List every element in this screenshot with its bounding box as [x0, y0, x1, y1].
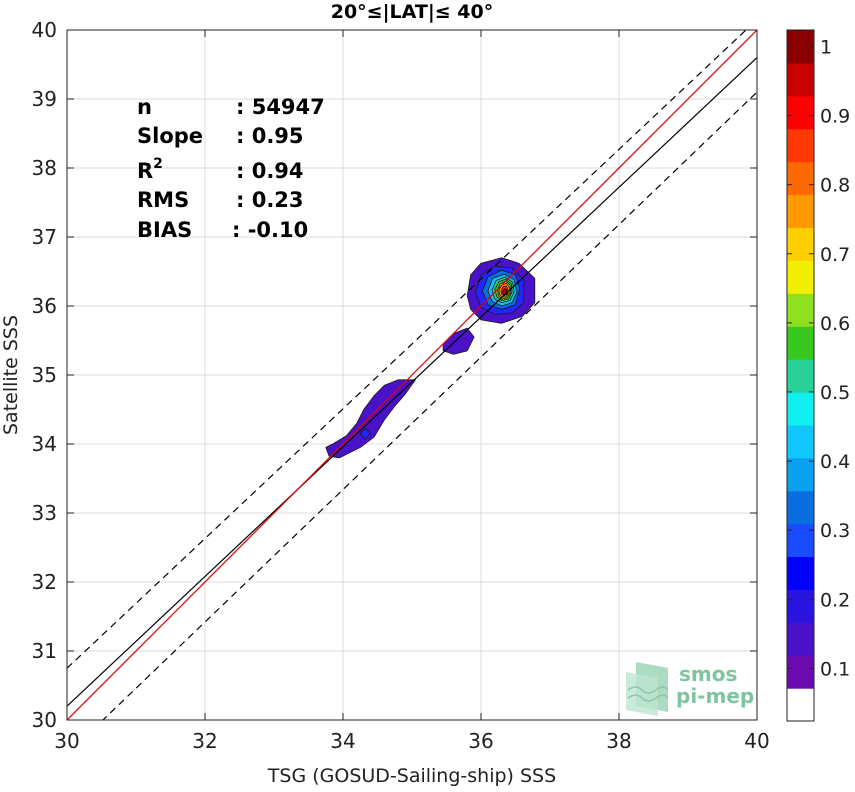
y-tick-label: 30: [32, 708, 57, 732]
chart-title: 20°≤|LAT|≤ 40°: [331, 1, 494, 23]
colorbar-band: [787, 655, 814, 689]
stat-rms-label: RMS: [137, 188, 189, 212]
colorbar-frame: [786, 29, 815, 722]
stat-r2-sup: 2: [153, 156, 163, 172]
colorbar-tick-label: 0.4: [820, 451, 850, 473]
colorbar-band: [787, 391, 814, 426]
y-tick-label: 36: [32, 294, 57, 318]
x-tick-label: 36: [468, 729, 493, 753]
colorbar-band: [787, 523, 814, 558]
colorbar-band: [787, 424, 814, 459]
colorbar-tick-label: 0.3: [820, 520, 850, 542]
y-axis-ticks: 30 31 32 33 34 35 36 37 38 39 40: [32, 18, 757, 732]
y-tick-label: 38: [32, 156, 57, 180]
colorbar-band: [787, 128, 814, 163]
y-tick-label: 40: [32, 18, 57, 42]
stat-r2-label: R2: [137, 156, 163, 183]
colorbar-band: [787, 161, 814, 196]
colorbar-band: [787, 688, 814, 722]
y-tick-label: 37: [32, 225, 57, 249]
colorbar-tick-label: 1: [820, 36, 832, 58]
x-axis-ticks: 30 32 34 36 38 40: [54, 30, 770, 753]
y-tick-label: 31: [32, 639, 57, 663]
colorbar-tick-label: 0.7: [820, 244, 850, 266]
stat-bias-label: BIAS: [137, 218, 192, 242]
y-axis-label: Satellite SSS: [0, 315, 22, 435]
x-tick-label: 38: [606, 729, 631, 753]
colorbar-tick-label: 0.9: [820, 106, 850, 128]
colorbar-band: [787, 293, 814, 327]
colorbar-ticks: 0.1 0.2 0.3 0.4 0.5 0.6 0.7 0.8 0.9 1: [787, 36, 850, 680]
stat-rms-value: : 0.23: [236, 188, 304, 212]
stat-slope-value: : 0.95: [236, 124, 304, 148]
colorbar-band: [787, 556, 814, 590]
upper-bound-line: [67, 30, 747, 669]
fit-line: [67, 30, 757, 720]
stat-r2-base: R: [137, 159, 153, 183]
colorbar-tick-label: 0.1: [820, 658, 850, 680]
colorbar-band: [787, 622, 814, 656]
watermark-logo: smos pi-mep: [626, 662, 754, 716]
stat-n-value: : 54947: [236, 95, 325, 119]
identity-line: [67, 57, 757, 707]
x-axis-label: TSG (GOSUD-Sailing-ship) SSS: [267, 765, 556, 787]
colorbar: [787, 30, 814, 722]
watermark-line2: pi-mep: [676, 684, 754, 708]
stat-r2-value: : 0.94: [236, 159, 304, 183]
colorbar-band: [787, 260, 814, 294]
colorbar-band: [787, 457, 814, 492]
colorbar-band: [787, 359, 814, 393]
colorbar-band: [787, 227, 814, 261]
colorbar-tick-label: 0.5: [820, 382, 850, 404]
stat-slope-label: Slope: [137, 124, 203, 148]
y-tick-label: 39: [32, 87, 57, 111]
colorbar-tick-label: 0.8: [820, 175, 850, 197]
colorbar-band: [787, 326, 814, 360]
stat-bias-value: : -0.10: [232, 218, 308, 242]
colorbar-band: [787, 62, 814, 97]
x-tick-label: 40: [744, 729, 769, 753]
reference-lines: [67, 30, 757, 720]
colorbar-band: [787, 194, 814, 229]
watermark-line1: smos: [679, 662, 737, 686]
logo-icon: [626, 662, 669, 716]
stat-n-label: n: [137, 95, 152, 119]
y-tick-label: 34: [32, 432, 57, 456]
colorbar-tick-label: 0.2: [820, 589, 850, 611]
colorbar-band: [787, 95, 814, 130]
y-tick-label: 35: [32, 363, 57, 387]
x-tick-label: 34: [330, 729, 355, 753]
stats-box: n : 54947 Slope : 0.95 R2 : 0.94 RMS : 0…: [137, 95, 325, 242]
density-contour-4: [359, 427, 372, 440]
colorbar-band: [787, 490, 814, 525]
x-tick-label: 32: [192, 729, 217, 753]
lower-bound-line: [102, 91, 757, 720]
colorbar-tick-label: 0.6: [820, 313, 850, 335]
grid-lines: [67, 30, 757, 720]
x-tick-label: 30: [54, 729, 79, 753]
y-tick-label: 33: [32, 501, 57, 525]
colorbar-band: [787, 589, 814, 623]
y-tick-label: 32: [32, 570, 57, 594]
